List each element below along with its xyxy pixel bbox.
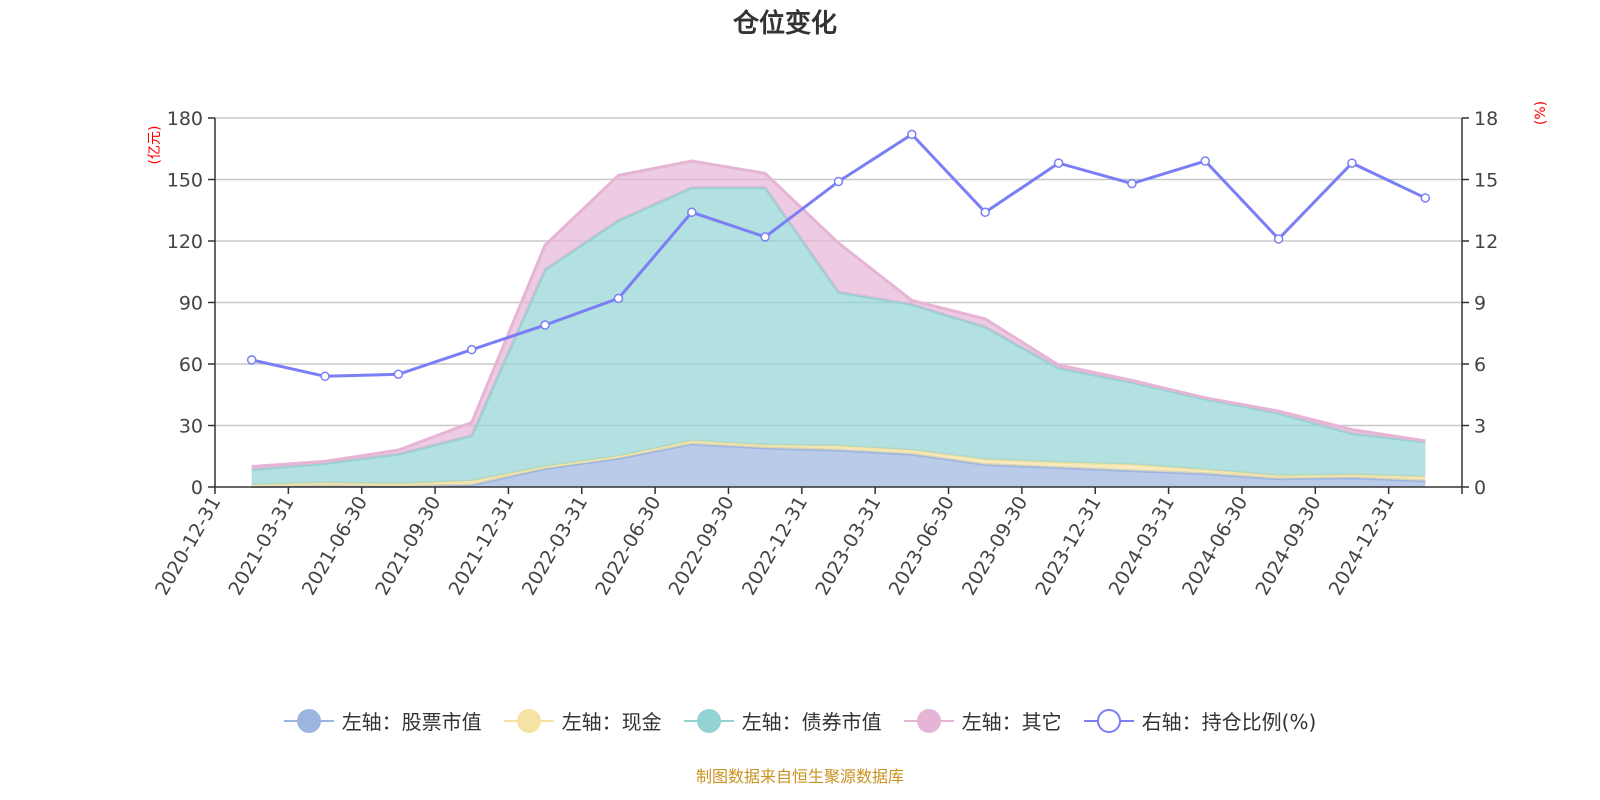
ratio-point [393,369,404,379]
legend-item[interactable]: 左轴：现金 [503,706,662,735]
ratio-point [760,232,770,242]
legend-label: 左轴：债券市值 [741,710,882,734]
ratio-point [1347,158,1357,168]
chart-title: 仓位变化 [732,8,837,39]
legend-label: 左轴：其它 [961,710,1062,734]
left-tick-label: 0 [191,477,203,499]
legend-item[interactable]: 左轴：股票市值 [283,706,482,735]
x-tick-label: 2021-09-30 [371,493,445,600]
x-tick-label: 2022-06-30 [591,493,665,600]
ratio-point [540,320,550,330]
ratio-point [833,176,844,187]
legend-item[interactable]: 左轴：债券市值 [683,706,882,735]
left-tick-label: 90 [179,293,203,315]
x-tick-label: 2021-12-31 [444,493,518,600]
x-tick-label: 2023-12-31 [1031,493,1105,600]
x-tick-label: 2021-03-31 [224,493,298,600]
ratio-point [1420,193,1431,203]
x-tick-label: 2023-09-30 [958,493,1032,600]
ratio-point [1127,178,1137,189]
left-tick-label: 120 [167,231,203,253]
x-tick-label: 2023-06-30 [885,493,959,600]
legend-marker-icon [1083,708,1134,733]
ratio-point [980,207,990,218]
legend-label: 左轴：现金 [561,710,662,734]
x-tick-label: 2021-06-30 [298,493,372,600]
ratio-point [246,355,257,365]
left-axis-unit: (亿元) [147,126,163,165]
ratio-point [1273,234,1284,244]
x-tick-label: 2023-03-31 [811,493,885,600]
ratio-point [613,293,624,304]
legend-marker-icon [683,708,734,733]
x-tick-label: 2022-09-30 [665,493,739,600]
ratio-point [1200,156,1211,166]
ratio-point [1053,158,1064,168]
footer-source: 制图数据来自恒生聚源数据库 [695,767,904,786]
right-tick-label: 12 [1474,231,1498,253]
x-tick-label: 2020-12-31 [151,493,225,600]
right-tick-label: 9 [1474,293,1486,315]
x-tick-label: 2022-03-31 [518,493,592,600]
x-tick-label: 2024-03-31 [1105,493,1179,600]
area-edge-左轴：其它 [251,159,1426,468]
right-tick-label: 0 [1474,477,1486,499]
area-左轴：现金 [251,440,1426,487]
x-tick-label: 2024-06-30 [1178,493,1252,600]
left-tick-label: 180 [167,108,203,130]
ratio-point [466,344,477,355]
area-左轴：债券市值 [251,187,1426,485]
x-tick-label: 2022-12-31 [738,493,812,600]
right-tick-label: 18 [1474,108,1498,130]
legend-item[interactable]: 右轴：持仓比例(%) [1083,706,1317,735]
left-tick-label: 60 [179,354,203,376]
legend-label: 左轴：股票市值 [341,710,482,734]
legend-marker-icon [903,708,954,733]
right-axis-unit: (%) [1533,101,1549,125]
legend-item[interactable]: 左轴：其它 [903,706,1062,735]
legend-label: 右轴：持仓比例(%) [1141,710,1317,734]
ratio-point [687,207,697,218]
ratio-point [907,129,917,140]
right-tick-label: 6 [1474,354,1486,376]
legend: 左轴：股票市值 左轴：现金 左轴：债券市值 左轴：其它 右轴：持仓比例(%) [0,706,1600,735]
right-tick-label: 15 [1474,170,1498,192]
area-左轴：股票市值 [251,443,1426,487]
legend-marker-icon [503,708,554,733]
right-tick-label: 3 [1474,416,1486,438]
x-tick-label: 2024-12-31 [1325,493,1399,600]
ratio-point [320,371,330,382]
left-tick-label: 150 [167,170,203,192]
x-tick-label: 2024-09-30 [1251,493,1325,600]
legend-marker-icon [283,708,334,733]
left-tick-label: 30 [179,416,203,438]
